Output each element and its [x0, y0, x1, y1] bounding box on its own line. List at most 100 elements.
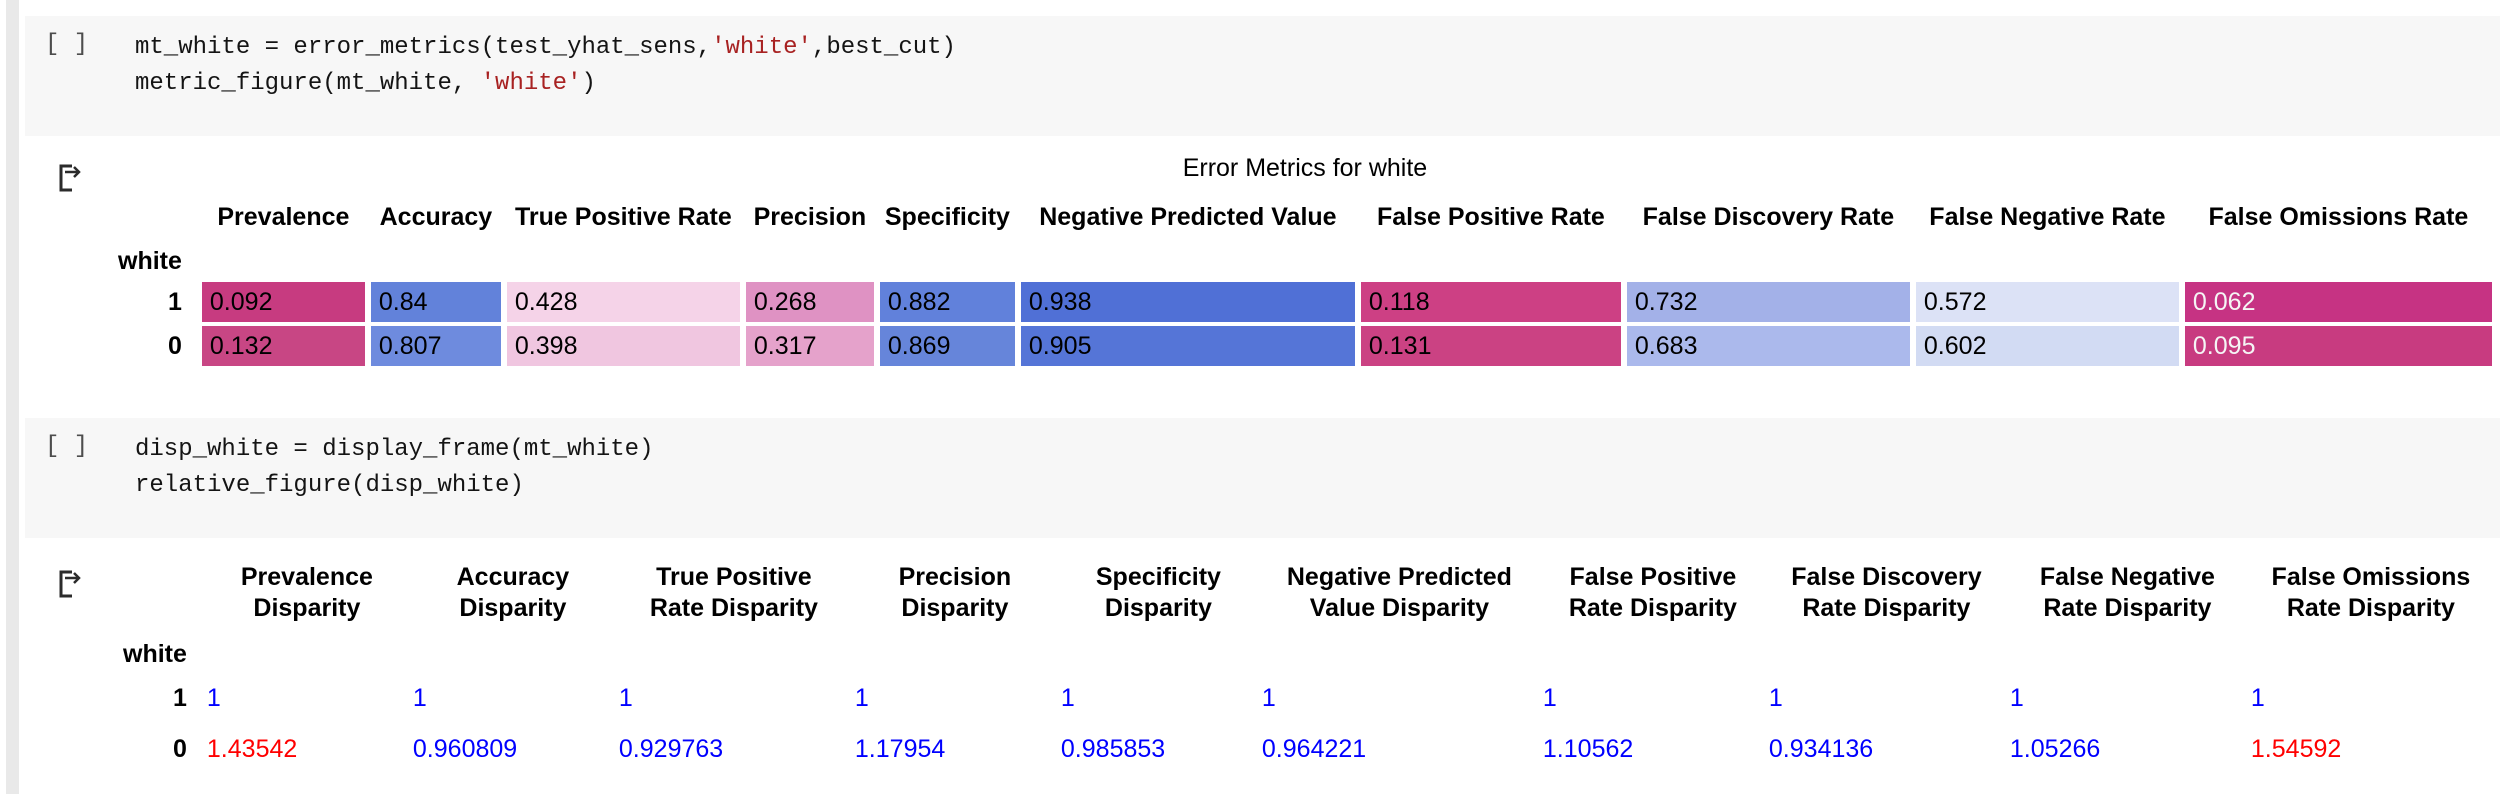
table-row: 0 1.43542 0.960809 0.929763 1.17954 0.985853 0… — [123, 726, 2491, 773]
metric-cell: 0.092 — [201, 282, 365, 322]
column-header: Specificity — [884, 203, 1010, 231]
cell-left-rail — [6, 0, 19, 794]
code-editor[interactable]: disp_white = display_frame(mt_white) rel… — [135, 418, 653, 504]
column-header: Prevalence Disparity — [240, 563, 373, 622]
column-header: Negative Predicted Value — [1039, 203, 1337, 231]
disparity-cell: 1 — [2250, 684, 2265, 712]
metric-cell: 0.732 — [1626, 282, 1910, 322]
row-label: 1 — [173, 684, 187, 712]
disparity-table: Prevalence Disparity Accuracy Disparity Tr… — [117, 552, 2497, 777]
code-line[interactable]: metric_figure(mt_white, 'white') — [135, 66, 956, 102]
metric-cell: 0.398 — [506, 326, 740, 366]
disparity-cell: 1.05266 — [2009, 735, 2101, 763]
index-name: white — [123, 640, 187, 668]
cell-output-arrow-icon — [59, 164, 81, 192]
disparity-cell: 0.929763 — [618, 735, 724, 763]
index-name-spacer — [371, 238, 501, 278]
metric-cell: 0.807 — [370, 326, 501, 366]
index-name: white — [118, 247, 182, 275]
disparity-cell: 0.960809 — [412, 735, 518, 763]
column-header: Accuracy — [379, 203, 493, 231]
metric-cell: 0.882 — [879, 282, 1015, 322]
metric-cell: 0.317 — [745, 326, 874, 366]
index-name-spacer — [1361, 238, 1621, 278]
column-header: Negative Predicted Value Disparity — [1286, 563, 1512, 622]
index-name-spacer — [2185, 238, 2492, 278]
disparity-cell: 1 — [2009, 684, 2024, 712]
index-name-spacer — [507, 238, 740, 278]
disparity-cell: 1 — [1060, 684, 1075, 712]
code-token: mt_white = error_metrics(test_yhat_sens, — [135, 34, 712, 61]
code-token: disp_white = display_frame(mt_white) — [135, 436, 654, 463]
column-header: Precision Disparity — [898, 563, 1012, 622]
execution-count-prompt[interactable]: [ ] — [45, 31, 89, 58]
table-row: 1 0.092 0.84 0.428 0.268 0.882 0.938 0.118 0.732… — [118, 282, 2492, 322]
metric-cell: 0.84 — [370, 282, 501, 322]
column-header: False Discovery Rate Disparity — [1791, 563, 1982, 622]
metric-cell: 0.683 — [1626, 326, 1910, 366]
index-name-spacer — [1916, 238, 2179, 278]
table-title: Error Metrics for white — [1182, 154, 1428, 182]
column-header: False Positive Rate — [1376, 203, 1605, 231]
index-name-spacer — [1769, 630, 2004, 671]
index-name-spacer — [202, 238, 365, 278]
column-header: False Omissions Rate — [2208, 203, 2469, 231]
metric-cell: 0.428 — [506, 282, 740, 322]
disparity-cell: 1 — [1261, 684, 1276, 712]
column-header: False Discovery Rate — [1642, 203, 1895, 231]
index-name-spacer — [880, 238, 1015, 278]
index-name-spacer — [2251, 630, 2491, 671]
metric-cell: 0.602 — [1915, 326, 2179, 366]
code-token: ) — [581, 70, 596, 97]
metric-cell: 0.905 — [1020, 326, 1355, 366]
execution-count-prompt[interactable]: [ ] — [45, 433, 89, 460]
code-line[interactable]: mt_white = error_metrics(test_yhat_sens,… — [135, 30, 956, 66]
index-name-spacer — [207, 630, 407, 671]
column-header: Specificity Disparity — [1095, 563, 1221, 622]
column-header: True Positive Rate — [515, 203, 732, 231]
metric-cell: 0.869 — [879, 326, 1015, 366]
column-header: Precision — [753, 203, 867, 231]
column-header: False Positive Rate Disparity — [1568, 563, 1737, 622]
disparity-cell: 0.934136 — [1768, 735, 1874, 763]
index-name-spacer — [1262, 630, 1537, 671]
code-editor[interactable]: mt_white = error_metrics(test_yhat_sens,… — [135, 16, 956, 102]
metric-cell: 0.938 — [1020, 282, 1355, 322]
disparity-cell: 1 — [206, 684, 221, 712]
disparity-cell: 1 — [412, 684, 427, 712]
disparity-cell: 0.964221 — [1261, 735, 1367, 763]
corner-blank — [118, 201, 196, 234]
index-name-spacer — [1543, 630, 1763, 671]
code-line[interactable]: disp_white = display_frame(mt_white) — [135, 432, 653, 468]
output-area-disparity: Prevalence Disparity Accuracy Disparity Tr… — [117, 552, 2497, 777]
index-name-spacer — [2010, 630, 2245, 671]
metric-cell: 0.118 — [1360, 282, 1621, 322]
disparity-cell: 1 — [1542, 684, 1557, 712]
code-string-token: 'white' — [480, 70, 582, 97]
code-cell-1[interactable]: [ ] mt_white = error_metrics(test_yhat_s… — [25, 16, 2500, 136]
column-header: False Negative Rate — [1929, 203, 2166, 231]
column-header: Prevalence — [217, 203, 350, 231]
metric-cell: 0.131 — [1360, 326, 1621, 366]
code-line[interactable]: relative_figure(disp_white) — [135, 468, 653, 504]
disparity-cell: 1.10562 — [1542, 735, 1634, 763]
row-label: 0 — [173, 735, 187, 763]
corner-blank — [123, 556, 201, 626]
index-name-spacer — [619, 630, 849, 671]
index-name-spacer — [1061, 630, 1256, 671]
index-name-spacer — [746, 238, 874, 278]
row-label: 0 — [168, 331, 182, 360]
code-string-token: 'white' — [711, 34, 812, 61]
disparity-cell: 1.43542 — [206, 735, 298, 763]
code-token: ,best_cut) — [811, 34, 956, 61]
code-token: metric_figure(mt_white, — [135, 70, 481, 97]
column-header: Accuracy Disparity — [456, 563, 570, 622]
metric-cell: 0.268 — [745, 282, 874, 322]
code-token: relative_figure(disp_white) — [135, 472, 524, 499]
code-cell-2[interactable]: [ ] disp_white = display_frame(mt_white)… — [25, 418, 2500, 538]
metric-cell: 0.132 — [201, 326, 365, 366]
metric-cell: 0.572 — [1915, 282, 2179, 322]
index-name-spacer — [1021, 238, 1355, 278]
